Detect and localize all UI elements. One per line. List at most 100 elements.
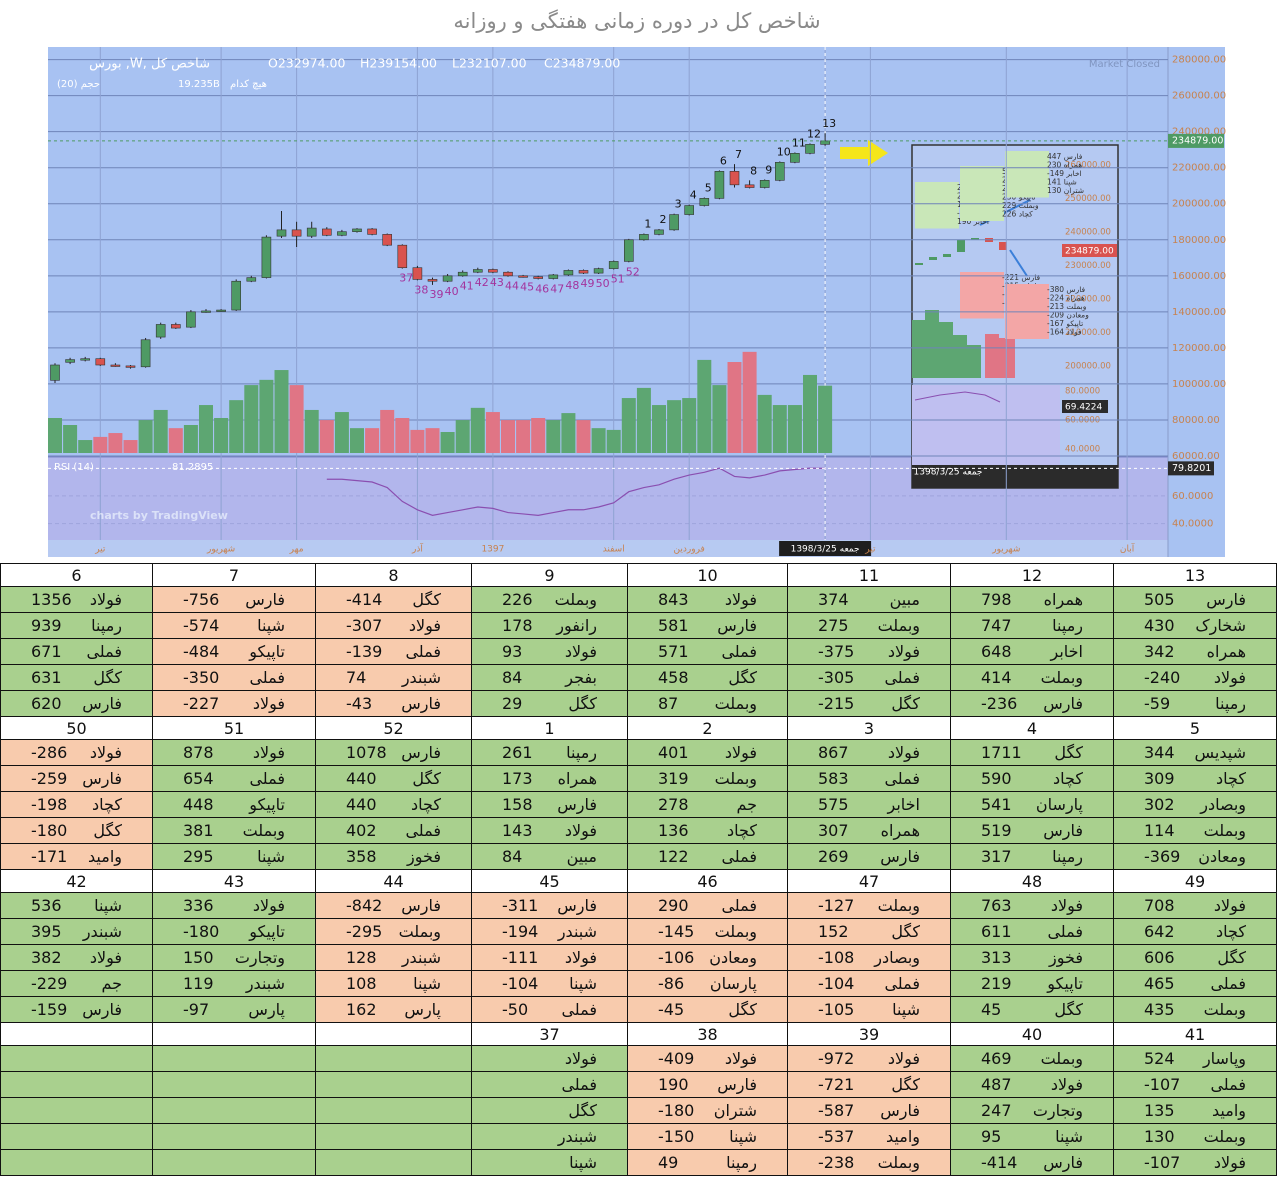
rsi-last-label: 79.8201 xyxy=(1172,463,1211,474)
cell: فولاد -286 xyxy=(0,739,153,766)
volume-bar xyxy=(78,440,93,453)
cell-content: وبملت 226 xyxy=(472,590,627,609)
stock-value: 290 xyxy=(658,896,689,915)
cell xyxy=(152,1071,316,1098)
cell: فملی -104 xyxy=(787,970,951,997)
cell: فخوز 313 xyxy=(950,944,1114,971)
stock-name: فولاد xyxy=(564,948,597,967)
stock-name: تاپیکو xyxy=(1047,974,1083,993)
cell: فولاد 843 xyxy=(627,586,788,613)
cell-content: کگل -45 xyxy=(628,1000,787,1019)
stock-name: شخارک xyxy=(1195,616,1246,635)
cell-content: فارس 519 xyxy=(951,821,1113,840)
cell-content: فولاد 867 xyxy=(788,743,950,762)
market-status: Market Closed xyxy=(1089,59,1160,70)
stock-value: 128 xyxy=(346,948,377,967)
cell: شپنا 95 xyxy=(950,1123,1114,1150)
stock-value: 45 xyxy=(981,1000,1002,1019)
stock-name: شپنا xyxy=(257,616,285,635)
cell-content: شپنا -104 xyxy=(472,974,627,993)
cell: همراه 342 xyxy=(1113,638,1277,665)
stock-value: -45 xyxy=(658,1000,685,1019)
data-row: کچاد 642 فملی 611 کگل 152 وبملت -145 شبندر -194 وب… xyxy=(0,918,1277,945)
cell: شتران -180 xyxy=(627,1097,788,1124)
stock-value: -145 xyxy=(658,922,695,941)
cell: کگل 631 xyxy=(0,664,153,691)
stock-value: 87 xyxy=(658,694,679,713)
candle-body xyxy=(186,311,196,328)
stock-value: 590 xyxy=(981,769,1012,788)
cell: رمپنا -59 xyxy=(1113,690,1277,717)
candle-body xyxy=(623,239,634,262)
stock-name: فارس xyxy=(880,1101,920,1120)
stock-value: 448 xyxy=(183,795,214,814)
stock-value: 402 xyxy=(346,821,377,840)
cell: فولاد -375 xyxy=(787,638,951,665)
stock-name: فملی xyxy=(884,769,920,788)
cell xyxy=(0,1123,153,1150)
rsi-value: 81.2895 xyxy=(172,462,213,473)
data-row: کگل 606 فخوز 313 وبصادر -108 ومعادن -106 فولاد -1… xyxy=(0,944,1277,971)
inset-box-item: کچاد 226 xyxy=(1002,210,1033,219)
x-tick-label: شهریور xyxy=(991,545,1020,555)
stock-name: شپنا xyxy=(94,896,122,915)
cell: فولاد 867 xyxy=(787,739,951,766)
cell xyxy=(152,1123,316,1150)
stock-value: 336 xyxy=(183,896,214,915)
header-cell: 41 xyxy=(1113,1022,1277,1046)
stock-name: فارس xyxy=(245,590,285,609)
volume-bar xyxy=(561,413,576,453)
ma-label: هیچ کدام xyxy=(230,79,267,90)
inset-box-item: فارس 221- xyxy=(1002,273,1040,282)
inset-volume xyxy=(985,334,999,378)
stock-value: -86 xyxy=(658,974,685,993)
cell-content: کگل 1711 xyxy=(951,743,1113,762)
cell-content: فولاد 93 xyxy=(472,642,627,661)
x-tick-label: فروردین xyxy=(674,545,705,555)
stock-value: 319 xyxy=(658,769,689,788)
cell-content: وبصادر -108 xyxy=(788,948,950,967)
stock-name: وبملت xyxy=(1040,668,1083,687)
volume-bar xyxy=(531,418,546,453)
volume-bar xyxy=(516,420,531,453)
stock-value: 84 xyxy=(502,847,523,866)
cell: فارس 519 xyxy=(950,817,1114,844)
cell-content: فارس -756 xyxy=(153,590,315,609)
cell-content: مبین 84 xyxy=(472,847,627,866)
cell-content: کگل -215 xyxy=(788,694,950,713)
inset-price-label: 200000.00 xyxy=(1065,362,1111,372)
cell: وبملت 319 xyxy=(627,765,788,792)
point-label: 7 xyxy=(735,148,742,161)
candle-body xyxy=(548,274,559,279)
cell-content: وبملت 130 xyxy=(1114,1127,1276,1146)
cell-content: کگل xyxy=(472,1101,627,1120)
stock-name: فارس xyxy=(401,694,441,713)
candle-body xyxy=(608,261,619,269)
stock-name: تاپیکو xyxy=(249,922,285,941)
stock-name: ومعادن xyxy=(709,948,757,967)
stock-value: -295 xyxy=(346,922,383,941)
inset-date: 1398/3/25 جمعه xyxy=(914,468,983,478)
cell: فارس -236 xyxy=(950,690,1114,717)
candle-body xyxy=(472,269,483,273)
stock-value: -180 xyxy=(183,922,220,941)
inset-price-label: 250000.00 xyxy=(1065,194,1111,204)
cell-content: وبملت 87 xyxy=(628,694,787,713)
inset-price-label: 240000.00 xyxy=(1065,228,1111,238)
stock-name: وبصادر xyxy=(1200,795,1246,814)
cell-content: پارس -97 xyxy=(153,1000,315,1019)
inset-price-label: 210000.00 xyxy=(1065,328,1111,338)
cell-content: شبندر 128 xyxy=(316,948,471,967)
cell-content: شخارک 430 xyxy=(1114,616,1276,635)
stock-value: -43 xyxy=(346,694,373,713)
stock-name: شپنا xyxy=(569,974,597,993)
stock-name: شبندر xyxy=(401,948,441,967)
cell-content: رمپنا -59 xyxy=(1114,694,1276,713)
cell-content: شبندر 74 xyxy=(316,668,471,687)
header-cell: 8 xyxy=(315,563,472,587)
stock-name: وبملت xyxy=(1203,1127,1246,1146)
stock-name: کگل xyxy=(93,821,122,840)
stock-name: فارس xyxy=(82,694,122,713)
cell: شپنا 108 xyxy=(315,970,472,997)
inset-box-item: فارس 380- xyxy=(1047,285,1085,294)
